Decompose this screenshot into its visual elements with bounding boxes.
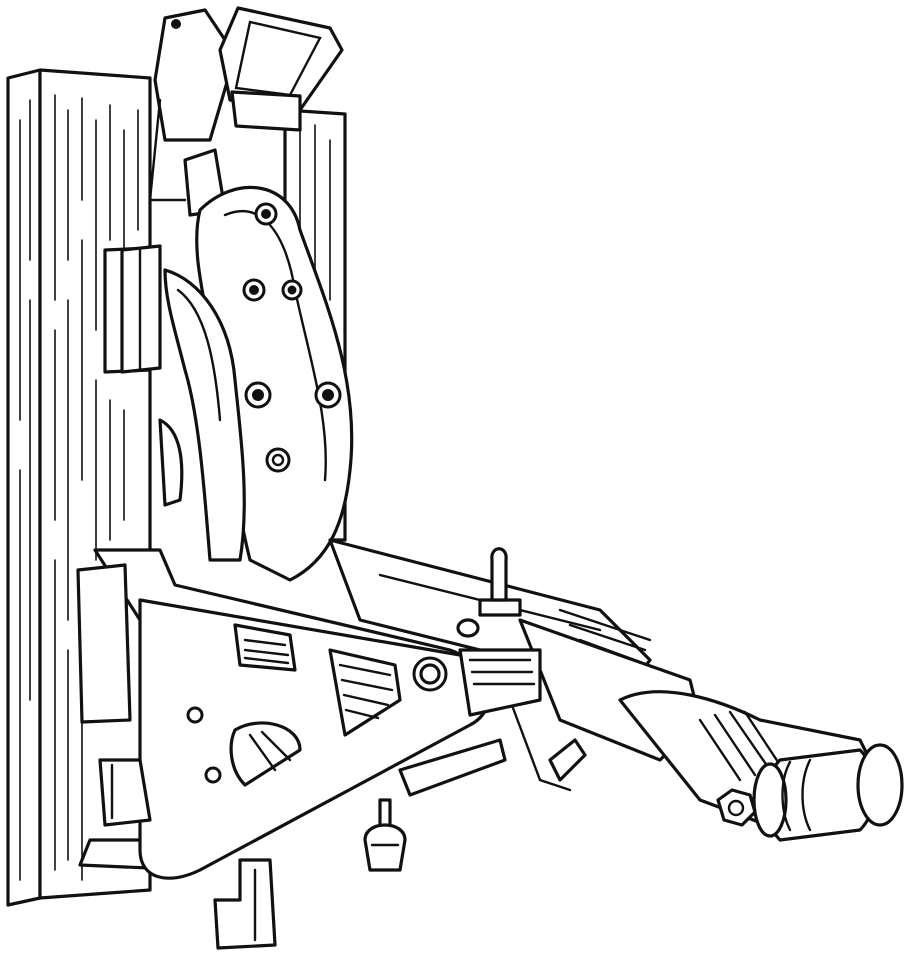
side-block [103, 244, 162, 374]
triangular-bracket [78, 548, 542, 880]
pivot-nut [716, 788, 757, 827]
horizontal-arm [328, 538, 904, 842]
top-clamp [148, 6, 344, 217]
left-clamp [76, 563, 152, 827]
bottom-fittings [213, 738, 507, 950]
upright-lever [158, 185, 354, 582]
